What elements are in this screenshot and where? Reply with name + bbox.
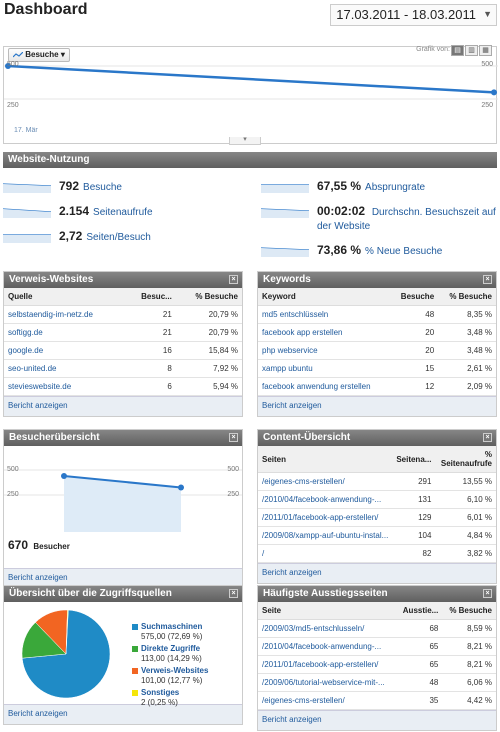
graph-granularity-buttons: ▤ ▥ ▦ <box>451 45 492 56</box>
table-row: /2010/04/facebook-anwendung-... 65 8,21 % <box>258 637 496 656</box>
metric-dropdown[interactable]: Besuche ▾ <box>8 48 70 62</box>
keywords-panel: Keywords × Keyword Besuche % Besuche md5… <box>257 271 497 417</box>
close-icon[interactable]: × <box>229 275 238 284</box>
visitors-point-start[interactable] <box>61 473 67 479</box>
axis-label-top-right: 500 <box>481 61 493 68</box>
close-icon[interactable]: × <box>229 589 238 598</box>
sparkline-icon <box>261 208 309 218</box>
table-row: /2010/04/facebook-anwendung-... 131 6,10 % <box>258 490 496 509</box>
table-row: softigg.de 21 20,79 % <box>4 323 242 342</box>
visitors-point-end[interactable] <box>178 484 184 491</box>
sparkline-icon <box>261 184 309 193</box>
usage-title: Website-Nutzung <box>8 154 90 165</box>
visits-graph-canvas <box>4 63 498 100</box>
axis-label-top-left: 500 <box>7 61 19 68</box>
exit-pages-table: Seite Ausstie... % Besuche /2009/03/md5-… <box>258 602 496 710</box>
table-row: selbstaendig-im-netz.de 21 20,79 % <box>4 305 242 324</box>
traffic-legend: Suchmaschinen 575,00 (72,69 %) Direkte Zu… <box>132 622 208 710</box>
graph-by-label: Grafik von: <box>416 46 450 53</box>
legend-item: Sonstiges 2 (0,25 %) <box>132 688 208 708</box>
table-row: /2009/08/xampp-auf-ubuntu-instal... 104 4,… <box>258 526 496 545</box>
report-link[interactable]: Bericht anzeigen <box>4 704 242 724</box>
close-icon[interactable]: × <box>229 433 238 442</box>
referrers-panel: Verweis-Websites × Quelle Besuc... % Bes… <box>3 271 243 417</box>
report-link[interactable]: Bericht anzeigen <box>4 396 242 416</box>
table-row: /eigenes-cms-erstellen/291 13,55 % <box>258 472 496 491</box>
legend-item: Direkte Zugriffe 113,00 (14,29 %) <box>132 644 208 664</box>
visitors-chart: 500 250 500 250 <box>4 446 242 532</box>
traffic-sources-panel: Übersicht über die Zugriffsquellen × Suc… <box>3 585 243 725</box>
report-link[interactable]: Bericht anzeigen <box>258 563 496 583</box>
usage-item-avg-time: 00:02:02 Durchschn. Besuchszeit auf der … <box>261 204 497 234</box>
table-row: google.de 16 15,84 % <box>4 341 242 360</box>
visits-point-start[interactable] <box>5 63 11 69</box>
report-link[interactable]: Bericht anzeigen <box>258 710 496 730</box>
table-row: stevieswebsite.de 6 5,94 % <box>4 377 242 396</box>
report-link[interactable]: Bericht anzeigen <box>4 568 242 588</box>
collapse-graph-toggle[interactable]: ▾ <box>229 136 261 145</box>
metric-label: Besuche <box>25 50 59 59</box>
exit-pages-header: Häufigste Ausstiegsseiten × <box>258 586 496 602</box>
table-row: md5 entschlüsseln 48 8,35 % <box>258 305 496 324</box>
usage-item-visits: 792 Besuche <box>3 179 122 195</box>
keywords-header: Keywords × <box>258 272 496 288</box>
line-chart-icon <box>13 51 23 58</box>
sparkline-icon <box>261 247 309 257</box>
keywords-table: Keyword Besuche % Besuche md5 entschlüss… <box>258 288 496 396</box>
sparkline-icon <box>3 234 51 243</box>
table-row: /2011/01/facebook-app-erstellen/65 8,21 % <box>258 655 496 674</box>
referrers-table: Quelle Besuc... % Besuche selbstaendig-i… <box>4 288 242 396</box>
page-title: Dashboard <box>4 1 88 18</box>
table-row: seo-united.de 8 7,92 % <box>4 359 242 378</box>
table-row: facebook app erstellen 20 3,48 % <box>258 323 496 342</box>
date-tick: 17. Mär <box>14 127 38 134</box>
usage-item-new-visits: 73,86 % % Neue Besuche <box>261 243 442 259</box>
visitors-panel: Besucherübersicht × 500 250 500 250 670 … <box>3 429 243 589</box>
week-view-icon[interactable]: ▥ <box>465 45 478 56</box>
content-header: Content-Übersicht × <box>258 430 496 446</box>
usage-item-pages-per-visit: 2,72 Seiten/Besuch <box>3 229 151 245</box>
table-row: /2009/06/tutorial-webservice-mit-... 48 6,… <box>258 673 496 692</box>
usage-section: 792 Besuche 2.154 Seitenaufrufe 2,72 Sei… <box>3 171 497 261</box>
traffic-pie-chart <box>21 609 111 699</box>
visitors-header: Besucherübersicht × <box>4 430 242 446</box>
close-icon[interactable]: × <box>483 433 492 442</box>
pie-slice-3[interactable] <box>65 609 69 655</box>
table-row: xampp ubuntu 15 2,61 % <box>258 359 496 378</box>
usage-item-pageviews: 2.154 Seitenaufrufe <box>3 204 153 220</box>
axis-label-bottom-left: 250 <box>7 102 19 109</box>
visitors-chart-canvas <box>4 469 242 532</box>
report-link[interactable]: Bericht anzeigen <box>258 396 496 416</box>
table-row: php webservice 20 3,48 % <box>258 341 496 360</box>
traffic-sources-header: Übersicht über die Zugriffsquellen × <box>4 586 242 602</box>
traffic-sources-chart: Suchmaschinen 575,00 (72,69 %) Direkte Zu… <box>4 602 242 707</box>
sparkline-icon <box>3 208 51 218</box>
referrers-header: Verweis-Websites × <box>4 272 242 288</box>
table-row: facebook anwendung erstellen 12 2,09 % <box>258 377 496 396</box>
visitors-total: 670 Besucher <box>8 538 70 552</box>
axis-label-bottom-right: 250 <box>481 102 493 109</box>
close-icon[interactable]: × <box>483 589 492 598</box>
chevron-down-icon: ▼ <box>483 9 492 19</box>
content-panel: Content-Übersicht × Seiten Seitena... % … <box>257 429 497 584</box>
date-range-text: 17.03.2011 - 18.03.2011 <box>336 7 476 22</box>
sparkline-icon <box>3 183 51 193</box>
close-icon[interactable]: × <box>483 275 492 284</box>
legend-item: Verweis-Websites 101,00 (12,77 %) <box>132 666 208 686</box>
exit-pages-panel: Häufigste Ausstiegsseiten × Seite Aussti… <box>257 585 497 731</box>
table-row: /2011/01/facebook-app-erstellen/129 6,01 … <box>258 508 496 527</box>
table-row: /82 3,82 % <box>258 544 496 563</box>
usage-header: Website-Nutzung <box>3 152 497 168</box>
visits-graph: Besuche ▾ Grafik von: ▤ ▥ ▦ 500 250 500 … <box>3 45 498 144</box>
date-range-selector[interactable]: 17.03.2011 - 18.03.2011 ▼ <box>330 4 497 26</box>
legend-item: Suchmaschinen 575,00 (72,69 %) <box>132 622 208 642</box>
table-row: /eigenes-cms-erstellen/35 4,42 % <box>258 691 496 710</box>
content-table: Seiten Seitena... % Seitenaufrufe /eigen… <box>258 446 496 563</box>
visits-point-end[interactable] <box>491 89 497 96</box>
table-row: /2009/03/md5-entschlusseln/68 8,59 % <box>258 619 496 638</box>
month-view-icon[interactable]: ▦ <box>479 45 492 56</box>
day-view-icon[interactable]: ▤ <box>451 45 464 56</box>
usage-item-bounce-rate: 67,55 % Absprungrate <box>261 179 425 195</box>
